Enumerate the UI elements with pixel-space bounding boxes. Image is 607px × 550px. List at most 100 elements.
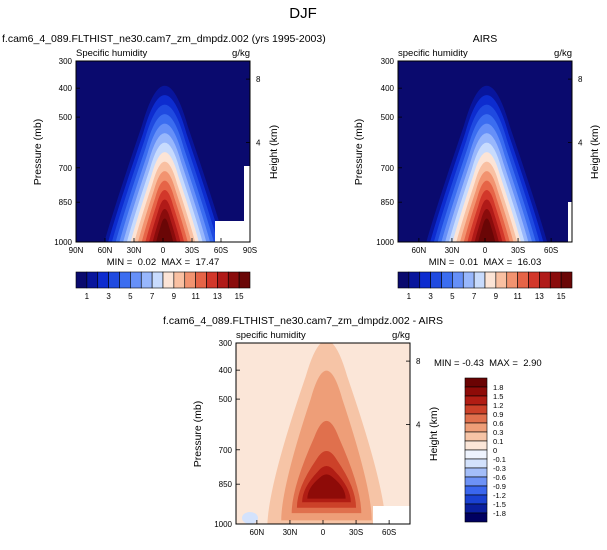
y-tick-label: 850 xyxy=(381,198,395,207)
colorbar-label: 1.2 xyxy=(493,401,503,410)
contour-negative-patch xyxy=(242,512,258,524)
colorbar-label: 13 xyxy=(213,292,222,301)
y2-tick-label: 8 xyxy=(578,75,583,84)
colorbar-swatch xyxy=(464,404,488,415)
panel-obs-missing-edge xyxy=(568,202,572,242)
colorbar-label: 3 xyxy=(428,292,433,301)
panel-model-title: f.cam6_4_089.FLTHIST_ne30.cam7_zm_dmpdz.… xyxy=(2,33,326,45)
colorbar-label: -0.6 xyxy=(493,473,506,482)
colorbar-swatch xyxy=(184,271,196,289)
y-tick-label: 400 xyxy=(59,84,73,93)
colorbar-label: 13 xyxy=(535,292,544,301)
colorbar-swatch xyxy=(464,377,488,388)
colorbar-swatch xyxy=(119,271,131,289)
colorbar-swatch xyxy=(464,512,488,523)
panel-obs-colorbar: 1 3 5 7 9 11 13 15 xyxy=(397,271,573,301)
panel-diff-stats: MIN = -0.43 MAX = 2.90 xyxy=(434,358,542,369)
colorbar-swatch xyxy=(227,271,240,289)
panel-diff-missing-region xyxy=(373,506,410,524)
colorbar-swatch xyxy=(484,271,497,289)
y-tick-label: 700 xyxy=(381,164,395,173)
colorbar-swatch xyxy=(419,271,431,289)
colorbar-swatch xyxy=(464,494,488,505)
colorbar-label: -1.5 xyxy=(493,500,506,509)
colorbar-label: -0.3 xyxy=(493,464,506,473)
panel-diff-x-ticks: 60N 30N 0 30S 60S xyxy=(250,520,396,537)
y2-tick-label: 4 xyxy=(416,420,421,429)
colorbar-swatch xyxy=(151,271,164,289)
y-tick-label: 1000 xyxy=(214,520,232,529)
panel-model-variable-label: Specific humidity xyxy=(76,48,148,59)
panel-model: f.cam6_4_089.FLTHIST_ne30.cam7_zm_dmpdz.… xyxy=(2,33,326,301)
y-tick-label: 500 xyxy=(59,113,73,122)
y-tick-label: 300 xyxy=(381,57,395,66)
colorbar-label: -0.9 xyxy=(493,482,506,491)
x-tick-label: 0 xyxy=(161,246,166,255)
y-tick-label: 850 xyxy=(219,480,233,489)
colorbar-swatch xyxy=(130,271,142,289)
x-tick-label: 30N xyxy=(127,246,142,255)
panel-diff-variable-label: specific humidity xyxy=(236,330,306,341)
x-tick-label: 60N xyxy=(98,246,113,255)
colorbar-label: 11 xyxy=(191,292,200,301)
x-tick-label: 60N xyxy=(412,246,427,255)
panel-model-stats: MIN = 0.02 MAX = 17.47 xyxy=(107,257,219,268)
colorbar-label: 0.3 xyxy=(493,428,503,437)
colorbar-label: 0.1 xyxy=(493,437,503,446)
colorbar-swatch xyxy=(452,271,464,289)
colorbar-label: 7 xyxy=(472,292,477,301)
colorbar-label: 0.6 xyxy=(493,419,503,428)
colorbar-swatch xyxy=(539,271,551,289)
colorbar-swatch xyxy=(464,503,488,514)
colorbar-swatch xyxy=(464,440,488,451)
x-tick-label: 90N xyxy=(69,246,84,255)
panel-model-contours xyxy=(104,85,226,242)
colorbar-swatch xyxy=(86,271,99,289)
colorbar-swatch xyxy=(528,271,540,289)
colorbar-swatch xyxy=(97,271,109,289)
colorbar-swatch xyxy=(206,271,218,289)
panel-obs-y-axis-label: Pressure (mb) xyxy=(353,119,365,186)
x-tick-label: 30S xyxy=(185,246,199,255)
contour-level-7 xyxy=(307,474,346,499)
y2-tick-label: 8 xyxy=(256,75,261,84)
colorbar-swatch xyxy=(464,422,488,433)
colorbar-swatch xyxy=(464,449,488,460)
colorbar-label: 0 xyxy=(493,446,497,455)
panel-model-unit-label: g/kg xyxy=(232,48,250,59)
y-tick-label: 700 xyxy=(59,164,73,173)
panel-diff-y-axis-label: Pressure (mb) xyxy=(192,401,204,468)
colorbar-label: 9 xyxy=(172,292,177,301)
x-tick-label: 60S xyxy=(214,246,228,255)
panel-diff-unit-label: g/kg xyxy=(392,330,410,341)
colorbar-swatch xyxy=(464,395,488,406)
panel-diff-colorbar: 1.81.51.20.90.60.30.10-0.1-0.3-0.6-0.9-1… xyxy=(464,377,506,523)
y-tick-label: 300 xyxy=(59,57,73,66)
colorbar-swatch xyxy=(464,413,488,424)
colorbar-swatch xyxy=(441,271,453,289)
panel-obs-stats: MIN = 0.01 MAX = 16.03 xyxy=(429,257,541,268)
panel-obs-variable-label: specific humidity xyxy=(398,48,468,59)
colorbar-swatch xyxy=(560,271,573,289)
y-tick-label: 500 xyxy=(381,113,395,122)
colorbar-label: 1.8 xyxy=(493,383,503,392)
colorbar-swatch xyxy=(140,271,153,289)
colorbar-swatch xyxy=(195,271,207,289)
panel-model-y2-ticks: 84 xyxy=(246,75,261,147)
contour-level-15 xyxy=(478,218,496,242)
colorbar-swatch xyxy=(108,271,120,289)
x-tick-label: 30S xyxy=(349,528,363,537)
panel-model-y-axis-label: Pressure (mb) xyxy=(32,119,44,186)
colorbar-label: 15 xyxy=(235,292,244,301)
panel-obs-x-ticks: 60N 30N 0 30S 60S xyxy=(412,238,558,255)
y-tick-label: 300 xyxy=(219,339,233,348)
panel-model-y-ticks: 300 400 500 700 850 1000 xyxy=(54,57,80,247)
colorbar-label: 9 xyxy=(494,292,499,301)
colorbar-label: -0.1 xyxy=(493,455,506,464)
x-tick-label: 90S xyxy=(243,246,257,255)
colorbar-swatch xyxy=(397,271,410,289)
colorbar-swatch xyxy=(495,271,508,289)
colorbar-swatch xyxy=(464,386,488,397)
y-tick-label: 700 xyxy=(219,446,233,455)
